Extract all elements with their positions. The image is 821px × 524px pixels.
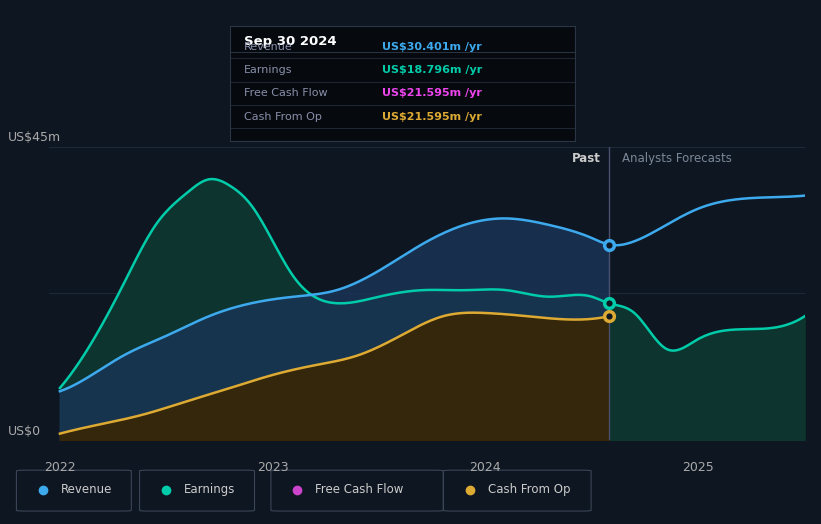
Text: US$21.595m /yr: US$21.595m /yr bbox=[382, 112, 481, 122]
Text: Past: Past bbox=[571, 152, 600, 165]
Text: US$45m: US$45m bbox=[8, 131, 62, 144]
Text: Earnings: Earnings bbox=[184, 484, 236, 496]
Text: US$30.401m /yr: US$30.401m /yr bbox=[382, 42, 481, 52]
Text: Free Cash Flow: Free Cash Flow bbox=[244, 89, 328, 99]
Text: 2022: 2022 bbox=[44, 461, 76, 474]
Text: Revenue: Revenue bbox=[61, 484, 112, 496]
Text: Revenue: Revenue bbox=[244, 42, 292, 52]
Text: 2025: 2025 bbox=[682, 461, 714, 474]
Text: Free Cash Flow: Free Cash Flow bbox=[315, 484, 404, 496]
Text: US$0: US$0 bbox=[8, 424, 41, 438]
Text: Sep 30 2024: Sep 30 2024 bbox=[244, 36, 337, 48]
Text: 2024: 2024 bbox=[470, 461, 502, 474]
Text: US$21.595m /yr: US$21.595m /yr bbox=[382, 89, 481, 99]
Text: Cash From Op: Cash From Op bbox=[488, 484, 570, 496]
Text: US$18.796m /yr: US$18.796m /yr bbox=[382, 66, 482, 75]
Text: Earnings: Earnings bbox=[244, 66, 292, 75]
Text: Analysts Forecasts: Analysts Forecasts bbox=[621, 152, 732, 165]
Text: 2023: 2023 bbox=[257, 461, 288, 474]
Text: Cash From Op: Cash From Op bbox=[244, 112, 322, 122]
